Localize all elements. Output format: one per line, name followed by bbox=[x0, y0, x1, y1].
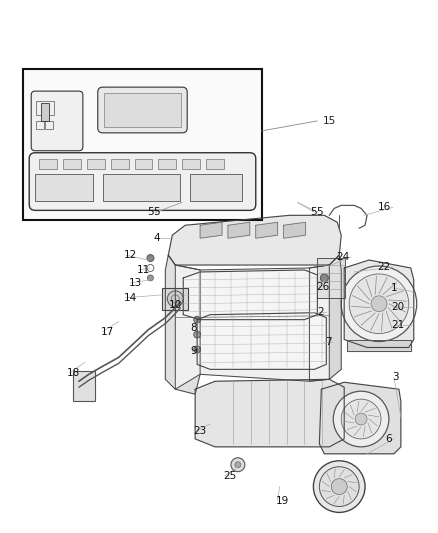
Bar bbox=[45, 121, 53, 129]
Polygon shape bbox=[344, 260, 414, 348]
Polygon shape bbox=[197, 313, 326, 369]
Text: 14: 14 bbox=[124, 293, 137, 303]
Polygon shape bbox=[283, 222, 305, 238]
Text: 12: 12 bbox=[124, 250, 137, 260]
Bar bbox=[111, 159, 129, 168]
Text: 16: 16 bbox=[378, 203, 391, 212]
Text: 20: 20 bbox=[391, 302, 404, 312]
Circle shape bbox=[319, 467, 359, 506]
Circle shape bbox=[194, 316, 201, 323]
Polygon shape bbox=[309, 255, 341, 381]
Circle shape bbox=[320, 274, 328, 282]
Bar bbox=[87, 159, 105, 168]
Bar bbox=[36, 121, 44, 129]
Polygon shape bbox=[228, 222, 250, 238]
Circle shape bbox=[355, 413, 367, 425]
Bar bbox=[318, 258, 345, 298]
Text: 9: 9 bbox=[190, 346, 197, 357]
Bar bbox=[162, 288, 188, 310]
FancyBboxPatch shape bbox=[31, 91, 83, 151]
Bar bbox=[182, 159, 200, 168]
Polygon shape bbox=[195, 379, 344, 447]
Circle shape bbox=[235, 462, 241, 468]
Circle shape bbox=[194, 346, 201, 353]
Bar bbox=[36, 101, 54, 115]
Text: 15: 15 bbox=[322, 116, 336, 126]
Polygon shape bbox=[168, 215, 341, 265]
Circle shape bbox=[349, 274, 409, 334]
Text: 18: 18 bbox=[67, 368, 80, 378]
Text: 13: 13 bbox=[129, 278, 142, 288]
Bar bbox=[103, 174, 180, 201]
Bar bbox=[39, 159, 57, 168]
Polygon shape bbox=[347, 340, 411, 351]
Polygon shape bbox=[175, 265, 329, 389]
Text: 10: 10 bbox=[168, 300, 181, 310]
Circle shape bbox=[341, 266, 417, 342]
Text: 7: 7 bbox=[325, 336, 331, 346]
Text: 5: 5 bbox=[153, 207, 160, 217]
Circle shape bbox=[167, 291, 183, 307]
Bar bbox=[63, 159, 81, 168]
Text: 22: 22 bbox=[378, 262, 391, 272]
Circle shape bbox=[231, 458, 245, 472]
Text: 4: 4 bbox=[153, 233, 160, 243]
Text: 1: 1 bbox=[391, 283, 398, 293]
Text: 6: 6 bbox=[385, 434, 392, 444]
Bar bbox=[23, 69, 262, 220]
Polygon shape bbox=[183, 270, 318, 320]
Text: 2: 2 bbox=[318, 306, 324, 317]
Bar bbox=[41, 103, 49, 121]
Text: 19: 19 bbox=[276, 496, 289, 505]
Text: 24: 24 bbox=[336, 252, 349, 262]
Polygon shape bbox=[319, 382, 401, 454]
Circle shape bbox=[341, 399, 381, 439]
Text: 23: 23 bbox=[193, 426, 206, 436]
Circle shape bbox=[148, 275, 153, 281]
Text: 5: 5 bbox=[147, 207, 153, 217]
Text: 26: 26 bbox=[316, 282, 330, 292]
Circle shape bbox=[194, 331, 201, 338]
Bar bbox=[159, 159, 176, 168]
Bar bbox=[104, 93, 181, 127]
Text: 17: 17 bbox=[101, 327, 114, 336]
Text: 21: 21 bbox=[391, 320, 404, 329]
Polygon shape bbox=[165, 255, 200, 394]
Text: 11: 11 bbox=[137, 265, 150, 275]
Text: 5: 5 bbox=[316, 207, 323, 217]
Circle shape bbox=[147, 255, 154, 262]
Text: 5: 5 bbox=[310, 207, 316, 217]
Circle shape bbox=[333, 391, 389, 447]
Text: 8: 8 bbox=[190, 322, 197, 333]
Circle shape bbox=[314, 461, 365, 512]
Text: 25: 25 bbox=[223, 471, 236, 481]
Text: 3: 3 bbox=[392, 372, 399, 382]
Polygon shape bbox=[200, 222, 222, 238]
Circle shape bbox=[371, 296, 387, 312]
Bar bbox=[206, 159, 224, 168]
Circle shape bbox=[331, 479, 347, 495]
Bar bbox=[190, 174, 242, 201]
Bar bbox=[73, 372, 95, 401]
FancyBboxPatch shape bbox=[98, 87, 187, 133]
Bar bbox=[134, 159, 152, 168]
Polygon shape bbox=[256, 222, 278, 238]
Bar bbox=[35, 174, 93, 201]
FancyBboxPatch shape bbox=[29, 153, 256, 211]
